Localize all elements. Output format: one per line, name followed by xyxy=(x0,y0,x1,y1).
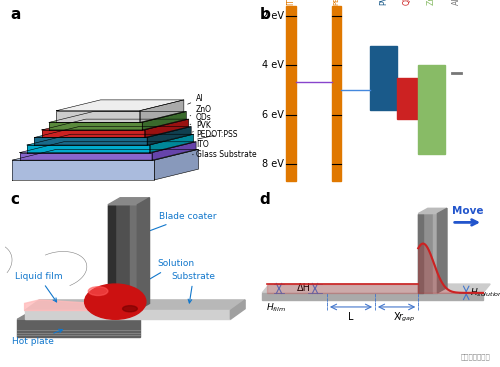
Text: ΔH: ΔH xyxy=(298,283,312,294)
Bar xyxy=(370,46,396,110)
Polygon shape xyxy=(418,208,447,214)
Text: Liquid film: Liquid film xyxy=(15,272,62,302)
Polygon shape xyxy=(34,138,147,145)
Polygon shape xyxy=(140,100,184,122)
Polygon shape xyxy=(24,300,108,310)
Polygon shape xyxy=(150,134,194,153)
Polygon shape xyxy=(12,160,154,180)
Ellipse shape xyxy=(122,306,138,312)
Text: ZnO: ZnO xyxy=(190,105,212,116)
Polygon shape xyxy=(108,205,138,310)
Text: $H_{solution}$: $H_{solution}$ xyxy=(470,287,500,299)
Polygon shape xyxy=(56,100,184,111)
Polygon shape xyxy=(144,119,189,138)
Text: d: d xyxy=(260,192,270,207)
Text: PVK: PVK xyxy=(379,0,388,5)
Polygon shape xyxy=(42,130,144,138)
Text: Solution: Solution xyxy=(124,259,194,294)
Text: 4 eV: 4 eV xyxy=(262,60,284,70)
Polygon shape xyxy=(17,312,152,319)
Polygon shape xyxy=(34,127,191,138)
Polygon shape xyxy=(147,127,191,145)
Text: PEDOT:PSS: PEDOT:PSS xyxy=(196,130,237,139)
Bar xyxy=(286,6,296,181)
Polygon shape xyxy=(262,284,490,293)
Ellipse shape xyxy=(88,287,108,295)
Text: $r_{gap}$: $r_{gap}$ xyxy=(398,312,415,324)
Polygon shape xyxy=(138,198,149,310)
Bar xyxy=(418,214,423,293)
Polygon shape xyxy=(27,145,150,153)
Polygon shape xyxy=(230,300,245,319)
Text: 6 eV: 6 eV xyxy=(262,109,284,120)
Polygon shape xyxy=(17,319,140,337)
Text: Move: Move xyxy=(452,206,483,215)
Bar xyxy=(418,65,444,154)
Text: ITO: ITO xyxy=(196,140,209,149)
Polygon shape xyxy=(142,112,186,130)
Text: Glass Substrate: Glass Substrate xyxy=(192,150,256,159)
Polygon shape xyxy=(262,293,483,300)
Polygon shape xyxy=(42,119,189,130)
Text: a: a xyxy=(10,7,20,22)
Text: PEDOT:PSS: PEDOT:PSS xyxy=(334,0,340,5)
Bar xyxy=(332,6,342,181)
Text: c: c xyxy=(10,192,19,207)
Text: X: X xyxy=(394,312,400,322)
Polygon shape xyxy=(154,149,198,180)
Polygon shape xyxy=(24,300,245,310)
Polygon shape xyxy=(49,112,186,122)
Text: Blade coater: Blade coater xyxy=(129,212,217,239)
Text: ZnO: ZnO xyxy=(427,0,436,5)
Polygon shape xyxy=(20,142,196,153)
Text: ITO: ITO xyxy=(286,0,296,5)
Bar xyxy=(418,214,438,293)
Bar xyxy=(432,214,438,293)
Text: Substrate: Substrate xyxy=(172,272,216,303)
Text: b: b xyxy=(260,7,270,22)
Text: L: L xyxy=(348,312,354,322)
Polygon shape xyxy=(152,142,196,160)
Ellipse shape xyxy=(84,284,146,319)
Polygon shape xyxy=(438,208,447,293)
Text: QDs: QDs xyxy=(190,113,212,124)
Polygon shape xyxy=(56,111,140,122)
Text: $H_{film}$: $H_{film}$ xyxy=(266,302,286,314)
Text: 材料科学与工程: 材料科学与工程 xyxy=(460,353,490,360)
Polygon shape xyxy=(130,205,138,310)
Bar xyxy=(396,77,418,119)
Text: 2 eV: 2 eV xyxy=(262,11,284,21)
Text: Al: Al xyxy=(452,0,461,5)
Text: QDs: QDs xyxy=(403,0,412,5)
Polygon shape xyxy=(24,310,231,319)
Text: Hot plate: Hot plate xyxy=(12,329,62,346)
Text: Al: Al xyxy=(188,94,204,104)
Polygon shape xyxy=(12,149,198,160)
Text: PVK: PVK xyxy=(192,121,211,132)
Polygon shape xyxy=(108,198,150,205)
Polygon shape xyxy=(27,134,194,145)
Polygon shape xyxy=(49,122,142,130)
Polygon shape xyxy=(20,153,152,160)
Text: 8 eV: 8 eV xyxy=(262,159,284,169)
Polygon shape xyxy=(108,205,115,310)
